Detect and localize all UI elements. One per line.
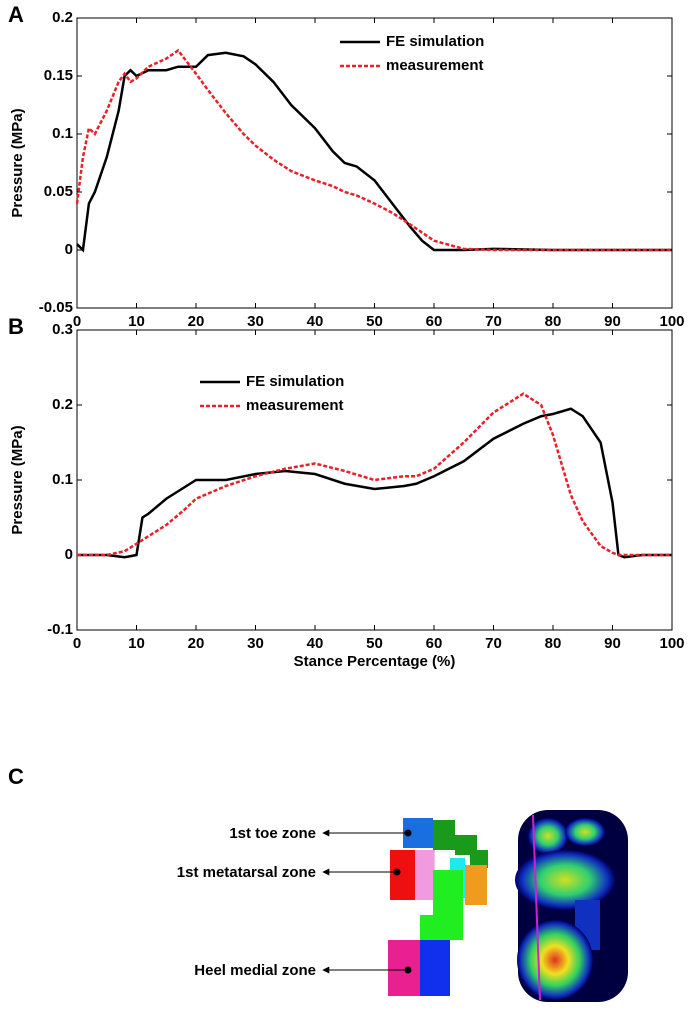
legend-label: measurement	[386, 57, 484, 74]
zone-label: Heel medial zone	[194, 962, 316, 979]
y-tick-label: 0	[65, 546, 73, 563]
x-tick-label: 90	[604, 635, 621, 652]
zone-callouts: 1st toe zone 1st metatarsal zone Heel me…	[177, 825, 412, 979]
y-tick-label: 0.2	[52, 9, 73, 26]
y-tick-label: 0.1	[52, 471, 73, 488]
data-line	[77, 407, 672, 559]
x-tick-label: 30	[247, 313, 264, 330]
zone-label: 1st metatarsal zone	[177, 864, 316, 881]
legend-label: FE simulation	[246, 373, 344, 390]
y-tick-label: 0.05	[44, 183, 73, 200]
x-tick-label: 100	[659, 635, 684, 652]
x-tick-label: 60	[426, 635, 443, 652]
x-tick-label: 70	[485, 313, 502, 330]
x-tick-label: 80	[545, 635, 562, 652]
data-line	[76, 51, 672, 253]
panel-label: B	[8, 314, 24, 339]
x-tick-label: 20	[188, 313, 205, 330]
x-tick-label: 0	[73, 313, 81, 330]
plot-frame	[76, 17, 673, 309]
data-line	[75, 48, 672, 252]
x-tick-label: 90	[604, 313, 621, 330]
x-tick-label: 10	[128, 313, 145, 330]
y-tick-label: 0.1	[52, 125, 73, 142]
panel-label: A	[8, 2, 24, 27]
y-tick-label: -0.05	[39, 299, 73, 316]
x-tick-label: 30	[247, 635, 264, 652]
x-tick-label: 40	[307, 313, 324, 330]
x-tick-label: 70	[485, 635, 502, 652]
x-tick-label: 60	[426, 313, 443, 330]
x-tick-label: 0	[73, 635, 81, 652]
x-tick-label: 80	[545, 313, 562, 330]
y-tick-label: -0.1	[47, 621, 73, 638]
x-tick-label: 40	[307, 635, 324, 652]
y-tick-label: 0.15	[44, 67, 73, 84]
x-tick-label: 20	[188, 635, 205, 652]
zone-label: 1st toe zone	[229, 825, 316, 842]
legend-label: FE simulation	[386, 33, 484, 50]
y-axis-label: Pressure (MPa)	[9, 425, 26, 534]
y-tick-label: 0.2	[52, 396, 73, 413]
x-tick-label: 100	[659, 313, 684, 330]
y-tick-label: 0	[65, 241, 73, 258]
y-axis-label: Pressure (MPa)	[9, 108, 26, 217]
segmented-foot	[388, 818, 488, 996]
x-tick-label: 10	[128, 635, 145, 652]
x-axis-label: Stance Percentage (%)	[294, 653, 456, 670]
y-tick-label: 0.3	[52, 321, 73, 338]
x-tick-label: 50	[366, 313, 383, 330]
legend-label: measurement	[246, 397, 344, 414]
x-tick-label: 50	[366, 635, 383, 652]
pressure-map	[515, 810, 628, 1002]
plot-frame	[76, 329, 673, 631]
panel-label: C	[8, 764, 24, 789]
